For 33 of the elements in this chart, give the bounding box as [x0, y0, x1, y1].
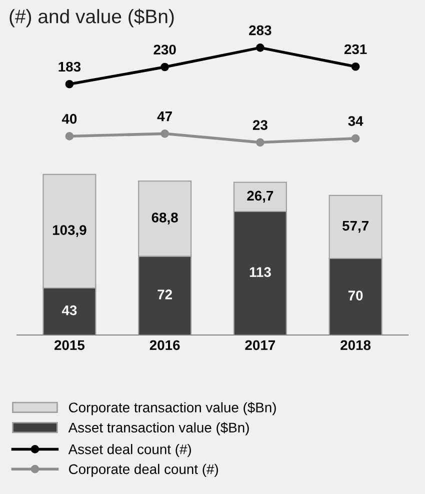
data-label: 23 [252, 120, 268, 130]
data-label: 231 [344, 44, 367, 54]
x-tick-label: 2016 [150, 340, 180, 350]
point [160, 62, 169, 72]
data-label: 183 [58, 62, 81, 72]
point [160, 130, 169, 138]
data-label: 68,8 [152, 212, 178, 224]
data-label: 34 [348, 116, 364, 126]
data-label: 43 [62, 305, 77, 316]
x-tick-label: 2018 [340, 340, 371, 350]
point [256, 138, 264, 147]
data-label: 70 [348, 290, 363, 300]
data-label: 72 [158, 290, 172, 300]
point [256, 44, 264, 52]
chart-title: (#) and value ($Bn) [10, 8, 174, 28]
data-label: 40 [62, 114, 77, 124]
point [351, 134, 360, 143]
data-label: 103,9 [52, 225, 86, 237]
legend-label: Asset deal count (#) [68, 444, 191, 457]
data-label: 230 [154, 44, 176, 55]
x-tick-label: 2017 [245, 340, 276, 350]
point [65, 80, 74, 88]
x-tick-label: 2015 [54, 340, 85, 350]
legend-label: Corporate deal count (#) [69, 464, 218, 477]
data-label: 26,7 [247, 190, 274, 203]
legend-label: Asset transaction value ($Bn) [68, 422, 249, 436]
point [65, 132, 74, 140]
data-label: 283 [249, 25, 272, 36]
data-label: 113 [250, 267, 271, 277]
data-label: 57,7 [342, 221, 368, 233]
data-label: 47 [157, 112, 172, 122]
legend-label: Corporate transaction value ($Bn) [69, 402, 276, 416]
point [351, 62, 360, 71]
